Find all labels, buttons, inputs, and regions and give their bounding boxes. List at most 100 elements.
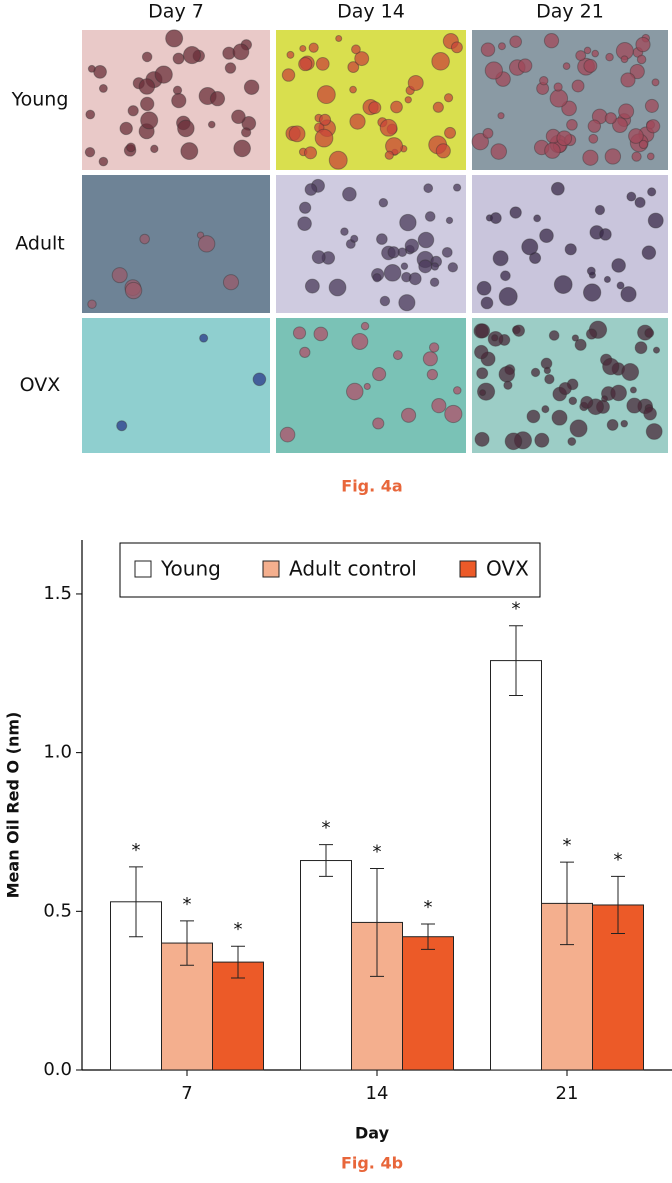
cell	[620, 419, 629, 428]
cell	[346, 382, 364, 401]
cell	[647, 187, 657, 197]
error-bar	[231, 945, 245, 979]
cell	[500, 270, 511, 282]
cell	[611, 258, 626, 273]
error-bar	[421, 923, 435, 950]
cell	[643, 406, 657, 421]
cell	[620, 286, 637, 303]
legend-swatch	[459, 560, 477, 578]
cell	[553, 82, 563, 92]
cell	[288, 125, 306, 143]
cell	[351, 332, 369, 350]
cell	[87, 299, 97, 309]
bar	[300, 860, 352, 1071]
cell	[154, 65, 173, 84]
cell	[628, 128, 644, 144]
cell	[626, 191, 637, 202]
cell	[428, 342, 440, 353]
micrograph	[276, 175, 466, 313]
cell	[477, 382, 496, 401]
cell	[140, 96, 155, 112]
cell	[447, 262, 459, 273]
micrograph	[276, 318, 466, 453]
cell	[423, 183, 434, 194]
cell	[631, 151, 642, 162]
significance-marker: *	[614, 849, 623, 870]
error-bar	[319, 844, 333, 877]
cell	[314, 128, 334, 148]
micrograph	[82, 318, 270, 453]
significance-marker: *	[322, 818, 331, 839]
x-tick-label: 21	[556, 1083, 579, 1104]
cell	[645, 423, 663, 440]
cell	[634, 341, 648, 355]
cell	[580, 395, 594, 409]
cell	[383, 263, 402, 282]
cell	[548, 330, 560, 341]
cell	[398, 294, 416, 312]
cell	[620, 72, 636, 88]
cell	[585, 328, 598, 340]
cell	[606, 419, 619, 431]
cell	[379, 118, 398, 137]
cell	[652, 346, 661, 354]
bar	[490, 660, 542, 1071]
cell	[286, 50, 295, 59]
cell	[172, 52, 185, 65]
cell	[127, 105, 139, 117]
cell	[335, 34, 343, 43]
cell	[568, 396, 578, 406]
cell	[404, 96, 412, 104]
cell	[119, 121, 133, 136]
cell	[539, 76, 549, 86]
cell	[224, 62, 237, 74]
cell	[126, 142, 136, 153]
cell	[497, 42, 506, 51]
cell	[544, 373, 555, 385]
cell	[240, 127, 252, 138]
cell	[209, 91, 226, 107]
caption: Fig. 4a	[341, 477, 402, 496]
legend-label: Adult control	[289, 557, 417, 581]
cell	[171, 92, 187, 109]
cell	[582, 149, 599, 166]
cell	[553, 275, 573, 294]
cell	[509, 35, 523, 49]
cell	[441, 246, 453, 258]
cell	[311, 250, 326, 265]
cell	[521, 238, 539, 256]
cell	[328, 278, 347, 297]
cell	[476, 367, 489, 380]
cell	[647, 212, 664, 229]
cell	[141, 51, 153, 63]
cell	[199, 333, 209, 343]
cell	[471, 132, 490, 151]
cell	[390, 100, 403, 114]
cell	[124, 281, 143, 300]
cell	[351, 44, 361, 55]
cell	[621, 363, 640, 381]
y-axis-label: Mean Oil Red O (nm)	[4, 712, 23, 899]
cell	[591, 49, 599, 58]
cell	[400, 262, 409, 270]
cell	[232, 43, 250, 61]
cell	[304, 183, 318, 196]
cell	[313, 326, 329, 342]
significance-marker: *	[512, 599, 521, 620]
cell	[602, 357, 620, 376]
cell	[504, 432, 523, 451]
cell	[480, 296, 494, 310]
micrograph	[82, 175, 270, 313]
cell	[587, 119, 602, 133]
cell	[399, 213, 417, 232]
cell	[372, 417, 385, 430]
cell	[491, 334, 499, 342]
cell	[479, 389, 487, 397]
cell	[177, 119, 195, 138]
x-axis-label: Day	[355, 1124, 390, 1143]
cell	[304, 278, 320, 294]
cell	[435, 143, 451, 159]
cell	[384, 150, 394, 160]
cell	[636, 54, 647, 65]
error-bar	[129, 866, 143, 938]
